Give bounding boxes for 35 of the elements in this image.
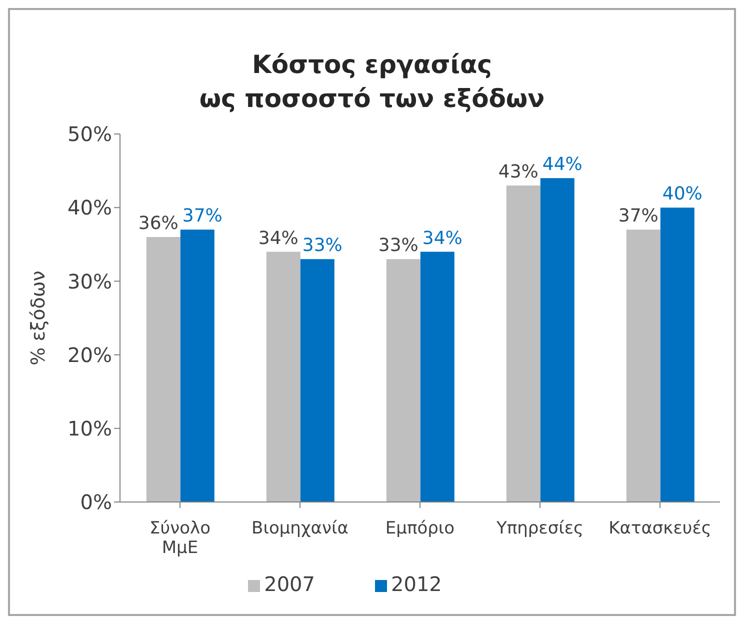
y-tick-label: 30% (68, 269, 112, 294)
data-label: 40% (662, 184, 702, 205)
y-tick-label: 10% (68, 416, 112, 440)
bar (420, 252, 454, 502)
x-tick-label: Σύνολο ΜμΕ (150, 518, 210, 558)
x-tick-label: Εμπόριο (385, 518, 455, 538)
data-label: 34% (258, 228, 298, 249)
data-label: 44% (542, 154, 582, 176)
y-tick-label: 20% (68, 342, 112, 367)
data-label: 33% (302, 235, 342, 256)
data-label: 36% (138, 213, 178, 234)
bar (660, 208, 694, 502)
y-tick-label: 0% (80, 490, 112, 514)
chart-title: Κόστος εργασίας ως ποσοστό των εξόδων (198, 49, 546, 115)
bar (540, 178, 574, 502)
bar (266, 252, 300, 502)
bar (386, 259, 420, 502)
x-tick-label: Υπηρεσίες (495, 518, 584, 538)
legend-label: 2007 (264, 572, 315, 596)
y-tick-label: 50% (68, 122, 112, 146)
data-label: 37% (182, 206, 222, 227)
x-tick-label: Κατασκευές (608, 518, 712, 538)
data-label: 33% (378, 235, 418, 256)
bar (626, 230, 660, 502)
x-tick-label: Βιομηχανία (252, 518, 348, 538)
legend-label: 2012 (391, 572, 442, 596)
y-tick-label: 40% (68, 196, 112, 220)
data-label: 34% (422, 228, 462, 249)
data-label: 37% (618, 206, 658, 227)
bar (146, 237, 180, 502)
y-axis-title: % εξόδων (28, 270, 50, 366)
data-label: 43% (498, 162, 538, 183)
bar (180, 230, 214, 502)
bar (506, 186, 540, 502)
bar (300, 259, 334, 502)
